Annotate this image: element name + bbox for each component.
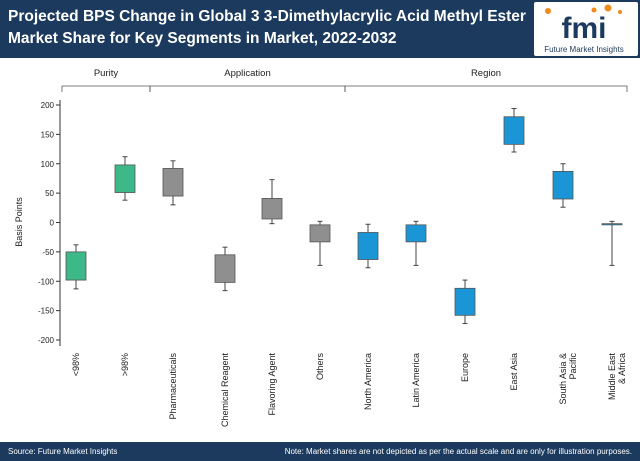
x-tick-label: Europe <box>460 353 470 382</box>
box-chemical-reagent <box>214 254 236 283</box>
group-bracket <box>149 85 346 92</box>
box--98- <box>114 164 136 193</box>
box-europe <box>454 287 476 316</box>
y-tick-label: 50 <box>45 189 54 198</box>
x-tick-label: Others <box>315 353 325 381</box>
x-tick-label: Latin America <box>411 353 421 408</box>
group-bracket <box>344 85 628 92</box>
logo-dot-icon <box>618 10 622 14</box>
logo-dot-icon <box>545 8 551 14</box>
x-tick-label: <98% <box>71 353 81 376</box>
y-tick-label: -50 <box>42 248 54 257</box>
y-axis-label: Basis Points <box>14 197 24 247</box>
x-tick-label: Pacific <box>568 353 578 380</box>
x-tick-label: Chemical Reagent <box>220 353 230 428</box>
box-flavoring-agent <box>261 198 283 220</box>
box-north-america <box>357 232 379 260</box>
box--98- <box>65 251 87 281</box>
chart-footer: Source: Future Market Insights Note: Mar… <box>0 442 640 461</box>
y-tick-label: 0 <box>50 219 55 228</box>
y-tick-label: -100 <box>38 277 55 286</box>
y-tick-label: 200 <box>41 101 55 110</box>
logo-tagline: Future Market Insights <box>544 45 624 54</box>
x-tick-label: East Asia <box>509 353 519 391</box>
chart-title: Projected BPS Change in Global 3 3-Dimet… <box>8 6 528 50</box>
x-tick-label: North America <box>363 353 373 410</box>
chart-title-line-2: Market Share for Key Segments in Market,… <box>8 30 397 47</box>
group-bracket <box>61 85 151 92</box>
disclaimer-note: Note: Market shares are not depicted as … <box>284 447 632 456</box>
logo-dot-icon <box>591 7 597 13</box>
fmi-logo: fmi Future Market Insights <box>534 2 638 56</box>
group-label: Purity <box>94 68 119 79</box>
group-label: Application <box>224 68 270 79</box>
x-tick-label: Pharmaceuticals <box>168 353 178 420</box>
y-tick-label: -200 <box>38 336 55 345</box>
fmi-logo-mark: fmi Future Market Insights <box>544 4 624 54</box>
x-tick-label: Flavoring Agent <box>267 353 277 416</box>
box-east-asia <box>503 116 525 145</box>
x-tick-label: Middle East <box>607 353 617 401</box>
box-plot-chart: Basis Points 200 150 100 50 0 -50 -100 -150 -200 P… <box>14 68 628 428</box>
group-label: Region <box>471 68 501 79</box>
box-pharmaceuticals <box>162 168 184 197</box>
box-latin-america <box>405 224 427 243</box>
logo-dot-icon <box>604 4 612 12</box>
box-others <box>309 224 331 243</box>
x-tick-label: >98% <box>120 353 130 376</box>
x-tick-label: & Africa <box>617 353 627 384</box>
x-tick-label: South Asia & <box>558 353 568 405</box>
chart-title-line-1: Projected BPS Change in Global 3 3-Dimet… <box>8 8 526 25</box>
y-tick-label: 150 <box>41 130 55 139</box>
box-middle-east-africa <box>601 223 623 226</box>
logo-wordmark: fmi <box>562 12 607 45</box>
box-south-asia-pacific <box>552 170 574 200</box>
y-tick-label: 100 <box>41 160 55 169</box>
source-note: Source: Future Market Insights <box>8 447 118 456</box>
y-tick-label: -150 <box>38 307 55 316</box>
chart-header: Projected BPS Change in Global 3 3-Dimet… <box>0 0 640 58</box>
